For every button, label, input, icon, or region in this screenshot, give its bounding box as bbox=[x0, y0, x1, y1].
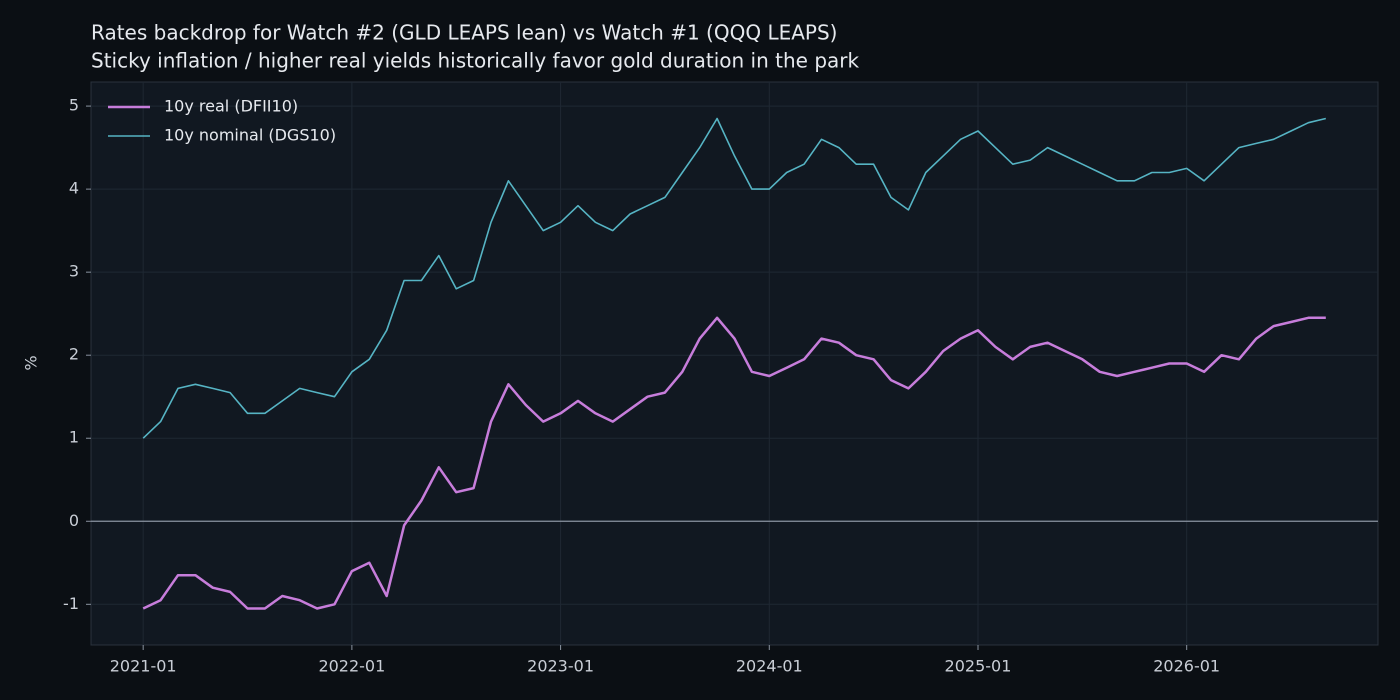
x-tick-label: 2026-01 bbox=[1153, 657, 1220, 676]
y-axis-label: % bbox=[22, 355, 41, 370]
y-tick-label: 5 bbox=[69, 96, 79, 115]
series-line bbox=[142, 316, 1326, 610]
y-tick-label: 3 bbox=[69, 262, 79, 281]
chart-title: Rates backdrop for Watch #2 (GLD LEAPS l… bbox=[91, 21, 837, 45]
y-tick-label: 0 bbox=[69, 511, 79, 530]
x-tick-label: 2022-01 bbox=[318, 657, 385, 676]
legend-label: 10y nominal (DGS10) bbox=[164, 126, 336, 145]
x-tick-label: 2023-01 bbox=[527, 657, 594, 676]
plot-area bbox=[90, 81, 1379, 646]
legend-label: 10y real (DFII10) bbox=[164, 97, 298, 116]
x-tick-label: 2024-01 bbox=[736, 657, 803, 676]
y-tick-label: 1 bbox=[69, 428, 79, 447]
y-tick-label: -1 bbox=[63, 594, 79, 613]
y-tick-label: 2 bbox=[69, 345, 79, 364]
series-line bbox=[142, 117, 1326, 439]
chart-subtitle: Sticky inflation / higher real yields hi… bbox=[91, 49, 859, 73]
x-tick-label: 2025-01 bbox=[945, 657, 1012, 676]
x-tick-label: 2021-01 bbox=[110, 657, 177, 676]
y-tick-label: 4 bbox=[69, 179, 79, 198]
